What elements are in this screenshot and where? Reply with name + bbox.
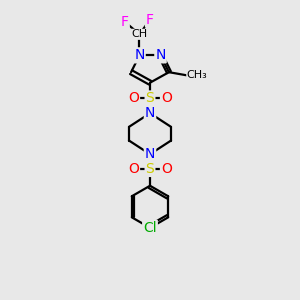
Text: N: N [155, 48, 166, 62]
Text: O: O [128, 92, 139, 106]
Text: F: F [146, 13, 154, 27]
Text: CH: CH [131, 29, 148, 39]
Text: Cl: Cl [143, 221, 157, 235]
Text: S: S [146, 92, 154, 106]
Text: N: N [134, 48, 145, 62]
Text: N: N [145, 147, 155, 161]
Text: O: O [161, 92, 172, 106]
Text: S: S [146, 162, 154, 176]
Text: F: F [121, 15, 129, 29]
Text: O: O [161, 162, 172, 176]
Text: O: O [128, 162, 139, 176]
Text: N: N [145, 106, 155, 120]
Text: CH₃: CH₃ [187, 70, 208, 80]
